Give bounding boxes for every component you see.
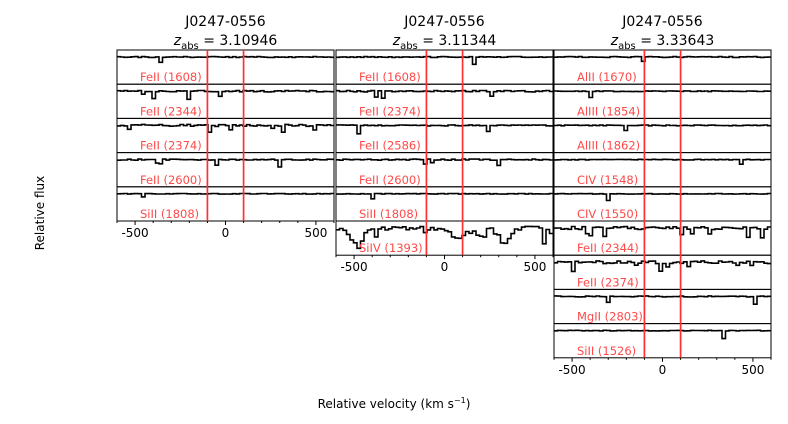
line-label: SiII (1808) — [140, 207, 199, 221]
spectrum-panel: SiIV (1393) — [335, 220, 554, 256]
x-axis-label: Relative velocity (km s−1) — [318, 396, 471, 411]
spectrum-panel: SiII (1808) — [116, 186, 335, 222]
flux-spectrum — [117, 192, 334, 198]
flux-spectrum — [336, 55, 553, 66]
line-label: FeII (2600) — [359, 173, 421, 187]
flux-spectrum — [554, 90, 771, 99]
x-tick-label: 500 — [304, 226, 327, 240]
column-title: J0247-0556 — [621, 14, 703, 30]
line-label: FeII (2344) — [577, 241, 639, 255]
spectrum-panel: FeII (2344) — [116, 83, 335, 119]
line-label: AlIII (1854) — [577, 104, 640, 118]
x-tick-label: 0 — [659, 363, 667, 377]
spectrum-panel: AlIII (1854) — [553, 83, 772, 119]
x-axis: -500 0 500 — [553, 357, 772, 377]
x-tick-label: 0 — [441, 260, 449, 274]
line-label: FeII (2374) — [140, 139, 202, 153]
spectrum-panel: SiII (1808) — [335, 186, 554, 222]
spectrum-panel: MgII (2803) — [553, 288, 772, 325]
x-tick-label: -500 — [340, 260, 367, 274]
redshift-label: zabs = 3.11344 — [392, 33, 497, 52]
flux-spectrum — [554, 295, 771, 305]
line-label: FeII (1608) — [359, 70, 421, 84]
flux-spectrum — [117, 55, 334, 64]
spectrum-panel: AlII (1670) — [553, 49, 772, 85]
line-label: FeII (2374) — [577, 275, 639, 289]
spectrum-panel: FeII (1608) — [116, 49, 335, 85]
spectrum-panel: FeII (2374) — [335, 83, 554, 119]
line-label: SiII (1808) — [359, 207, 418, 221]
line-label: FeII (2374) — [359, 104, 421, 118]
spectrum-panel: FeII (2586) — [335, 117, 554, 154]
line-label: FeII (2344) — [140, 104, 202, 118]
line-label: MgII (2803) — [577, 310, 643, 324]
line-label: AlIII (1862) — [577, 139, 640, 153]
flux-spectrum — [336, 225, 553, 250]
x-tick-label: 0 — [222, 226, 230, 240]
spectrum-panel: FeII (2600) — [116, 152, 335, 188]
spectrum-panel: CIV (1548) — [553, 152, 772, 188]
line-label: CIV (1550) — [577, 207, 638, 221]
line-label: AlII (1670) — [577, 70, 637, 84]
line-label: CIV (1548) — [577, 173, 638, 187]
x-tick-label: -500 — [558, 363, 585, 377]
redshift-label: zabs = 3.10946 — [173, 33, 278, 52]
x-tick-label: -500 — [121, 226, 148, 240]
x-tick-label: 500 — [741, 363, 764, 377]
column-title: J0247-0556 — [184, 14, 266, 30]
line-label: FeII (1608) — [140, 70, 202, 84]
flux-spectrum — [336, 89, 553, 99]
spectrum-panel: FeII (2600) — [335, 152, 554, 188]
flux-spectrum — [117, 123, 334, 133]
spectrum-column-3: J0247-0556 zabs = 3.33643 AlII (1670) AlIII… — [553, 14, 772, 377]
flux-spectrum — [336, 158, 553, 167]
spectrum-column-1: J0247-0556 zabs = 3.10946 FeII (1608) FeII … — [116, 14, 335, 240]
flux-spectrum — [117, 158, 334, 168]
flux-spectrum — [554, 329, 771, 340]
flux-spectrum — [554, 225, 771, 239]
line-label: FeII (2600) — [140, 173, 202, 187]
x-axis: -500 0 500 — [116, 221, 335, 240]
spectrum-column-2: J0247-0556 zabs = 3.11344 FeII (1608) FeII … — [335, 14, 554, 274]
y-axis-label: Relative flux — [33, 176, 47, 250]
spectrum-panel: FeII (2344) — [553, 220, 772, 256]
column-title: J0247-0556 — [403, 14, 485, 30]
x-axis: -500 0 500 — [335, 255, 554, 274]
line-label: SiII (1526) — [577, 344, 636, 358]
line-label: FeII (2586) — [359, 139, 421, 153]
x-tick-label: 500 — [523, 260, 546, 274]
flux-spectrum — [554, 192, 771, 202]
redshift-label: zabs = 3.33643 — [610, 33, 715, 52]
spectrum-panel: AlIII (1862) — [553, 117, 772, 154]
flux-spectrum — [554, 158, 771, 165]
spectrum-panel: FeII (2374) — [553, 254, 772, 290]
line-label: SiIV (1393) — [359, 241, 423, 255]
flux-spectrum — [336, 192, 553, 200]
flux-spectrum — [554, 124, 771, 132]
flux-spectrum — [554, 55, 771, 63]
flux-spectrum — [336, 124, 553, 135]
flux-spectrum — [117, 89, 334, 101]
spectrum-panel: FeII (1608) — [335, 49, 554, 85]
spectrum-panel: SiII (1526) — [553, 323, 772, 359]
flux-spectrum — [554, 260, 771, 273]
spectrum-panel: CIV (1550) — [553, 186, 772, 222]
spectrum-panel: FeII (2374) — [116, 117, 335, 154]
